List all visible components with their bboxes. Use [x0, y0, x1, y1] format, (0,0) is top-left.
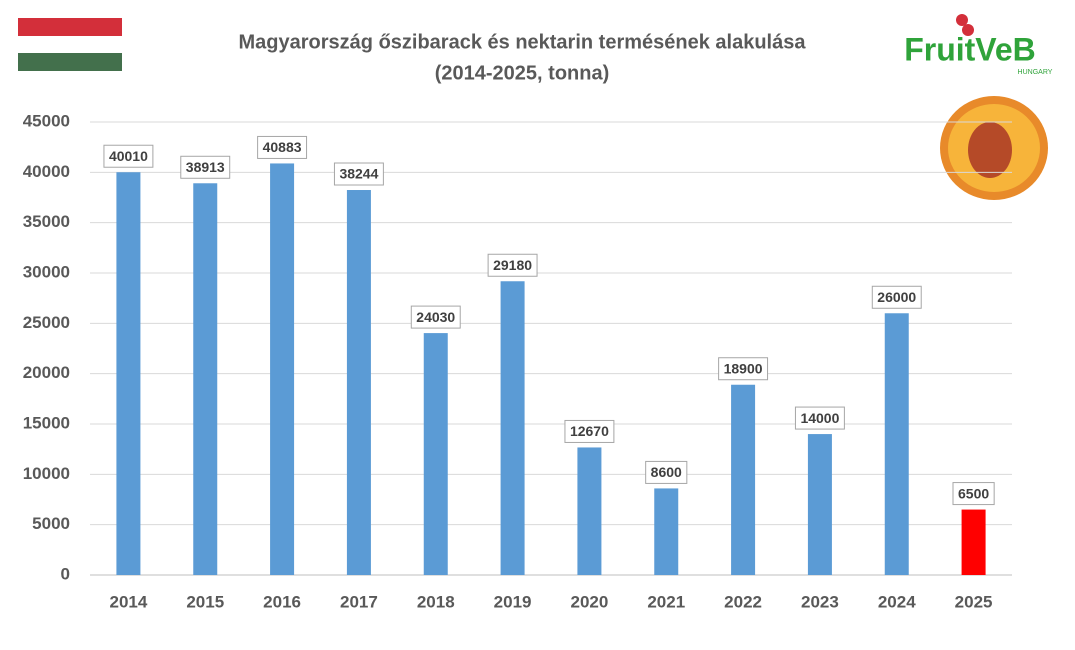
y-tick-label: 30000 [23, 262, 70, 281]
flag-green [18, 53, 122, 71]
data-label-box [564, 419, 615, 443]
flag-white [18, 36, 122, 53]
bar [807, 434, 832, 575]
logo-cherry [962, 24, 974, 36]
y-tick-label: 45000 [23, 111, 70, 130]
x-tick-label: 2022 [724, 592, 762, 611]
data-label-box [487, 253, 538, 277]
data-label-box [333, 162, 384, 186]
bar [270, 163, 295, 576]
x-tick-label: 2015 [186, 592, 224, 611]
bar [884, 313, 909, 575]
x-tick-label: 2024 [878, 592, 916, 611]
data-label: 18900 [724, 360, 763, 376]
bar [346, 190, 371, 575]
data-label-box [180, 155, 231, 179]
data-label: 38913 [186, 159, 225, 175]
bar [423, 333, 448, 575]
data-label: 38244 [339, 166, 378, 182]
data-label-box [410, 305, 461, 329]
y-tick-label: 25000 [23, 313, 70, 332]
data-label-box [718, 357, 769, 381]
y-tick-label: 10000 [23, 464, 70, 483]
data-label-box [794, 406, 845, 430]
data-label-box [871, 285, 922, 309]
data-label: 26000 [877, 289, 916, 305]
peach [940, 96, 1048, 200]
bar [731, 384, 756, 575]
logo: FruitVeB HUNGARY [904, 14, 1053, 76]
y-tick-label: 5000 [32, 514, 70, 533]
logo-subtext: HUNGARY [1018, 69, 1053, 76]
bar [193, 183, 218, 575]
data-label: 12670 [570, 423, 609, 439]
x-tick-label: 2023 [801, 592, 839, 611]
y-tick-label: 15000 [23, 413, 70, 432]
y-tick-label: 20000 [23, 363, 70, 382]
bar [116, 172, 141, 575]
x-tick-label: 2019 [494, 592, 532, 611]
data-label-box [952, 482, 995, 506]
y-tick-label: 0 [61, 564, 70, 583]
bar [577, 447, 602, 575]
data-label: 6500 [958, 485, 989, 501]
y-tick-label: 40000 [23, 162, 70, 181]
chart-subtitle: (2014-2025, tonna) [435, 62, 610, 84]
x-tick-label: 2025 [955, 592, 993, 611]
x-tick-label: 2021 [647, 592, 685, 611]
data-label: 24030 [416, 309, 455, 325]
data-label: 14000 [800, 410, 839, 426]
data-label-box [257, 135, 308, 159]
data-label: 29180 [493, 257, 532, 273]
bar [500, 281, 525, 575]
x-tick-label: 2017 [340, 592, 378, 611]
peach-pit [968, 122, 1012, 178]
data-label: 40010 [109, 148, 148, 164]
x-tick-label: 2018 [417, 592, 455, 611]
data-label-box [103, 144, 154, 168]
chart-title: Magyarország őszibarack és nektarin term… [239, 31, 807, 53]
x-tick-label: 2016 [263, 592, 301, 611]
x-tick-label: 2014 [110, 592, 148, 611]
logo-cherry [956, 14, 968, 26]
bar [654, 488, 679, 575]
logo-text: FruitVeB [904, 31, 1036, 67]
x-tick-label: 2020 [571, 592, 609, 611]
y-tick-label: 35000 [23, 212, 70, 231]
data-label: 8600 [651, 464, 682, 480]
bar [961, 509, 986, 575]
data-label: 40883 [263, 139, 302, 155]
flag-red [18, 18, 122, 36]
data-label-box [645, 460, 688, 484]
